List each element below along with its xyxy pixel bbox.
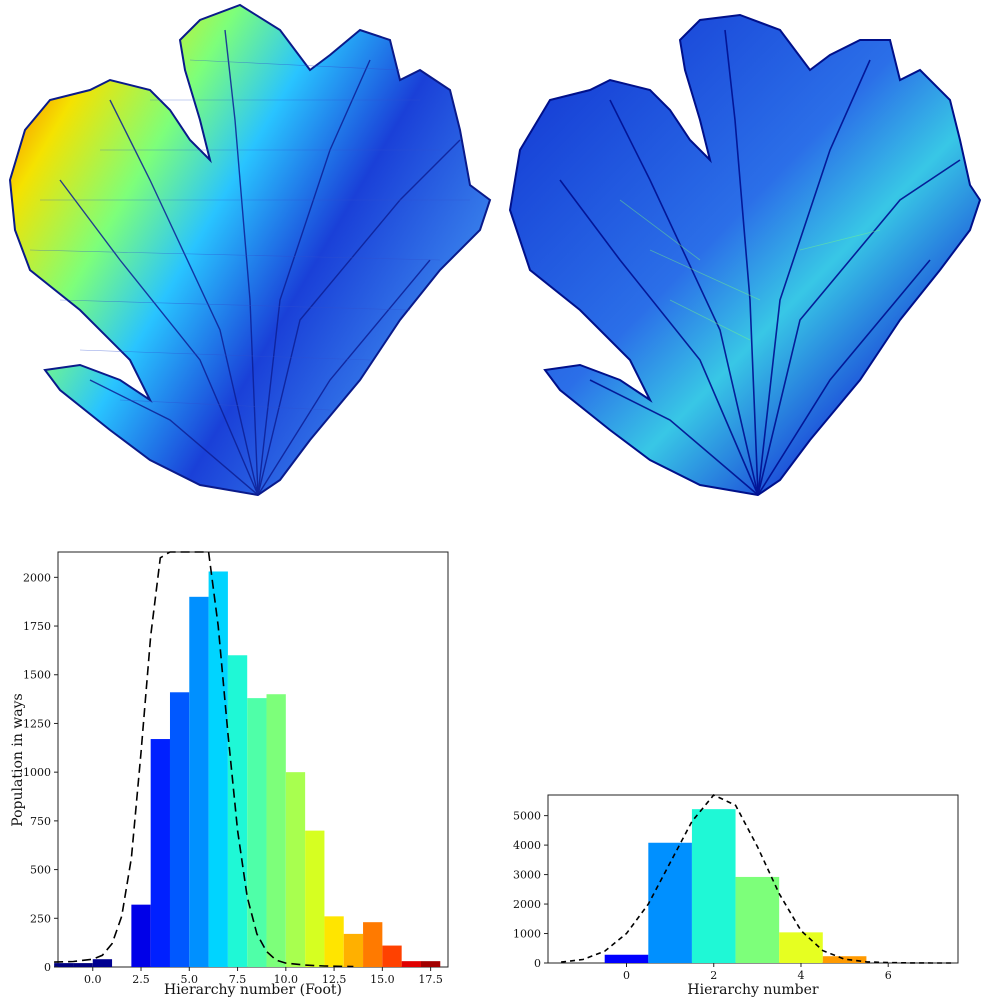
x-tick-label: 5.0 bbox=[181, 973, 199, 986]
y-tick-label: 3000 bbox=[513, 869, 541, 882]
y-tick-label: 1250 bbox=[23, 717, 51, 730]
y-tick-label: 250 bbox=[30, 912, 51, 925]
histogram-bar bbox=[648, 842, 692, 963]
fit-curve-dashed bbox=[561, 794, 954, 964]
y-tick-label: 0 bbox=[44, 961, 51, 974]
histogram-bar bbox=[285, 772, 306, 967]
histogram-bar bbox=[227, 655, 248, 967]
y-tick-label: 1000 bbox=[23, 766, 51, 779]
histogram-bar bbox=[735, 876, 780, 963]
histogram-bar bbox=[150, 739, 170, 967]
bars-group bbox=[54, 571, 441, 967]
x-tick-label: 6 bbox=[885, 969, 892, 982]
y-axis-label: Population in ways bbox=[10, 693, 26, 826]
histogram-bar bbox=[343, 933, 364, 967]
histogram-bar bbox=[324, 916, 344, 967]
hierarchy-histogram: 0 2 4 6 0 1000 2000 3000 4000 5000 Hierarchy num… bbox=[513, 794, 959, 998]
histogram-bar bbox=[691, 809, 736, 963]
histogram-bar bbox=[169, 692, 190, 967]
x-axis-label: Hierarchy number (Foot) bbox=[164, 982, 342, 998]
right-fan-silhouette bbox=[508, 13, 981, 497]
x-tick-label: 7.5 bbox=[229, 973, 247, 986]
histogram-bar bbox=[382, 945, 402, 967]
histogram-bar bbox=[305, 830, 325, 967]
x-tick-label: 12.5 bbox=[322, 973, 347, 986]
y-tick-label: 500 bbox=[30, 864, 51, 877]
histogram-bar bbox=[131, 904, 151, 967]
histogram-bar bbox=[266, 694, 286, 967]
left-fan-silhouette bbox=[8, 3, 492, 497]
histogram-bar bbox=[822, 956, 867, 963]
x-tick-label: 2 bbox=[710, 969, 717, 982]
bars-group bbox=[604, 809, 867, 963]
histogram-bar bbox=[247, 698, 267, 967]
x-axis-ticks: 0 2 4 6 bbox=[623, 963, 892, 982]
y-tick-label: 1750 bbox=[23, 620, 51, 633]
x-tick-label: 4 bbox=[797, 969, 804, 982]
foot-hierarchy-histogram: 0.0 2.5 5.0 7.5 10.0 12.5 15.0 17.5 0 250 500 750 1… bbox=[10, 551, 449, 998]
y-axis-ticks: 0 1000 2000 3000 4000 5000 bbox=[513, 810, 548, 970]
histogram-bar bbox=[604, 954, 649, 963]
right-sea-fan-image bbox=[508, 13, 981, 497]
x-axis-label: Hierarchy number bbox=[687, 982, 818, 998]
x-tick-label: 2.5 bbox=[132, 973, 150, 986]
y-tick-label: 750 bbox=[30, 815, 51, 828]
histogram-bar bbox=[73, 963, 93, 967]
y-axis-ticks: 0 250 500 750 1000 1250 1500 1750 2000 bbox=[23, 571, 58, 974]
y-tick-label: 0 bbox=[534, 957, 541, 970]
y-tick-label: 4000 bbox=[513, 839, 541, 852]
x-tick-label: 0 bbox=[623, 969, 630, 982]
histogram-bar bbox=[208, 571, 228, 967]
histogram-bar bbox=[779, 932, 823, 963]
left-sea-fan-image bbox=[8, 3, 492, 497]
y-tick-label: 2000 bbox=[23, 571, 51, 584]
x-tick-label: 15.0 bbox=[370, 973, 395, 986]
histogram-bar bbox=[189, 596, 209, 967]
histogram-bar bbox=[420, 961, 441, 967]
y-tick-label: 1000 bbox=[513, 928, 541, 941]
y-tick-label: 1500 bbox=[23, 669, 51, 682]
histogram-bar bbox=[92, 959, 113, 967]
y-tick-label: 5000 bbox=[513, 810, 541, 823]
histogram-bar bbox=[54, 963, 74, 967]
x-tick-label: 10.0 bbox=[274, 973, 299, 986]
histogram-bar bbox=[401, 961, 421, 967]
y-tick-label: 2000 bbox=[513, 898, 541, 911]
histogram-bar bbox=[363, 922, 383, 967]
x-axis-ticks: 0.0 2.5 5.0 7.5 10.0 12.5 15.0 17.5 bbox=[84, 967, 443, 986]
x-tick-label: 0.0 bbox=[84, 973, 102, 986]
x-tick-label: 17.5 bbox=[418, 973, 443, 986]
